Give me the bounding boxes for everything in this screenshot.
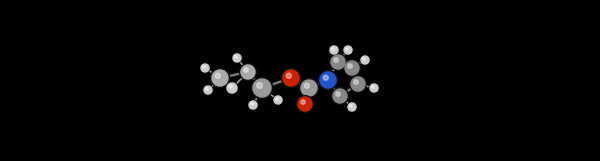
Circle shape bbox=[244, 68, 248, 72]
Circle shape bbox=[334, 58, 338, 62]
Circle shape bbox=[354, 80, 358, 84]
Circle shape bbox=[235, 56, 237, 58]
Circle shape bbox=[301, 80, 317, 96]
Circle shape bbox=[227, 83, 237, 93]
Circle shape bbox=[286, 73, 292, 78]
Circle shape bbox=[330, 46, 338, 54]
Circle shape bbox=[345, 61, 359, 75]
Circle shape bbox=[298, 97, 312, 111]
Circle shape bbox=[251, 103, 253, 105]
Circle shape bbox=[251, 77, 273, 99]
Circle shape bbox=[215, 73, 220, 78]
Circle shape bbox=[343, 45, 353, 55]
Circle shape bbox=[201, 64, 209, 72]
Circle shape bbox=[281, 68, 301, 88]
Circle shape bbox=[347, 102, 357, 112]
Circle shape bbox=[350, 76, 367, 92]
Circle shape bbox=[211, 68, 230, 88]
Circle shape bbox=[304, 83, 310, 88]
Circle shape bbox=[200, 63, 210, 73]
Circle shape bbox=[371, 86, 374, 88]
Circle shape bbox=[249, 101, 257, 109]
Circle shape bbox=[370, 84, 378, 92]
Circle shape bbox=[344, 60, 361, 76]
Circle shape bbox=[344, 46, 352, 54]
Circle shape bbox=[239, 64, 256, 80]
Circle shape bbox=[301, 100, 305, 104]
Circle shape bbox=[348, 103, 356, 111]
Circle shape bbox=[229, 85, 232, 88]
Circle shape bbox=[296, 96, 313, 112]
Circle shape bbox=[333, 89, 347, 103]
Circle shape bbox=[323, 75, 328, 80]
Circle shape bbox=[351, 77, 365, 91]
Circle shape bbox=[346, 48, 348, 50]
Circle shape bbox=[257, 83, 262, 88]
Circle shape bbox=[233, 54, 241, 62]
Circle shape bbox=[232, 53, 242, 63]
Circle shape bbox=[332, 88, 349, 104]
Circle shape bbox=[336, 92, 340, 96]
Circle shape bbox=[273, 95, 283, 105]
Circle shape bbox=[361, 56, 369, 64]
Circle shape bbox=[329, 45, 339, 55]
Circle shape bbox=[320, 72, 336, 88]
Circle shape bbox=[275, 98, 278, 100]
Circle shape bbox=[369, 83, 379, 93]
Circle shape bbox=[204, 86, 212, 94]
Circle shape bbox=[203, 66, 205, 68]
Circle shape bbox=[248, 100, 258, 110]
Circle shape bbox=[274, 96, 282, 104]
Circle shape bbox=[360, 55, 370, 65]
Circle shape bbox=[241, 65, 255, 79]
Circle shape bbox=[348, 64, 352, 68]
Circle shape bbox=[362, 58, 365, 60]
Circle shape bbox=[212, 70, 228, 86]
Circle shape bbox=[332, 48, 334, 50]
Circle shape bbox=[253, 79, 271, 97]
Circle shape bbox=[226, 82, 238, 94]
Circle shape bbox=[299, 78, 319, 98]
Circle shape bbox=[319, 70, 338, 90]
Circle shape bbox=[283, 70, 299, 86]
Circle shape bbox=[350, 105, 352, 107]
Circle shape bbox=[331, 55, 345, 69]
Circle shape bbox=[206, 88, 208, 90]
Circle shape bbox=[203, 85, 213, 95]
Circle shape bbox=[329, 54, 346, 70]
